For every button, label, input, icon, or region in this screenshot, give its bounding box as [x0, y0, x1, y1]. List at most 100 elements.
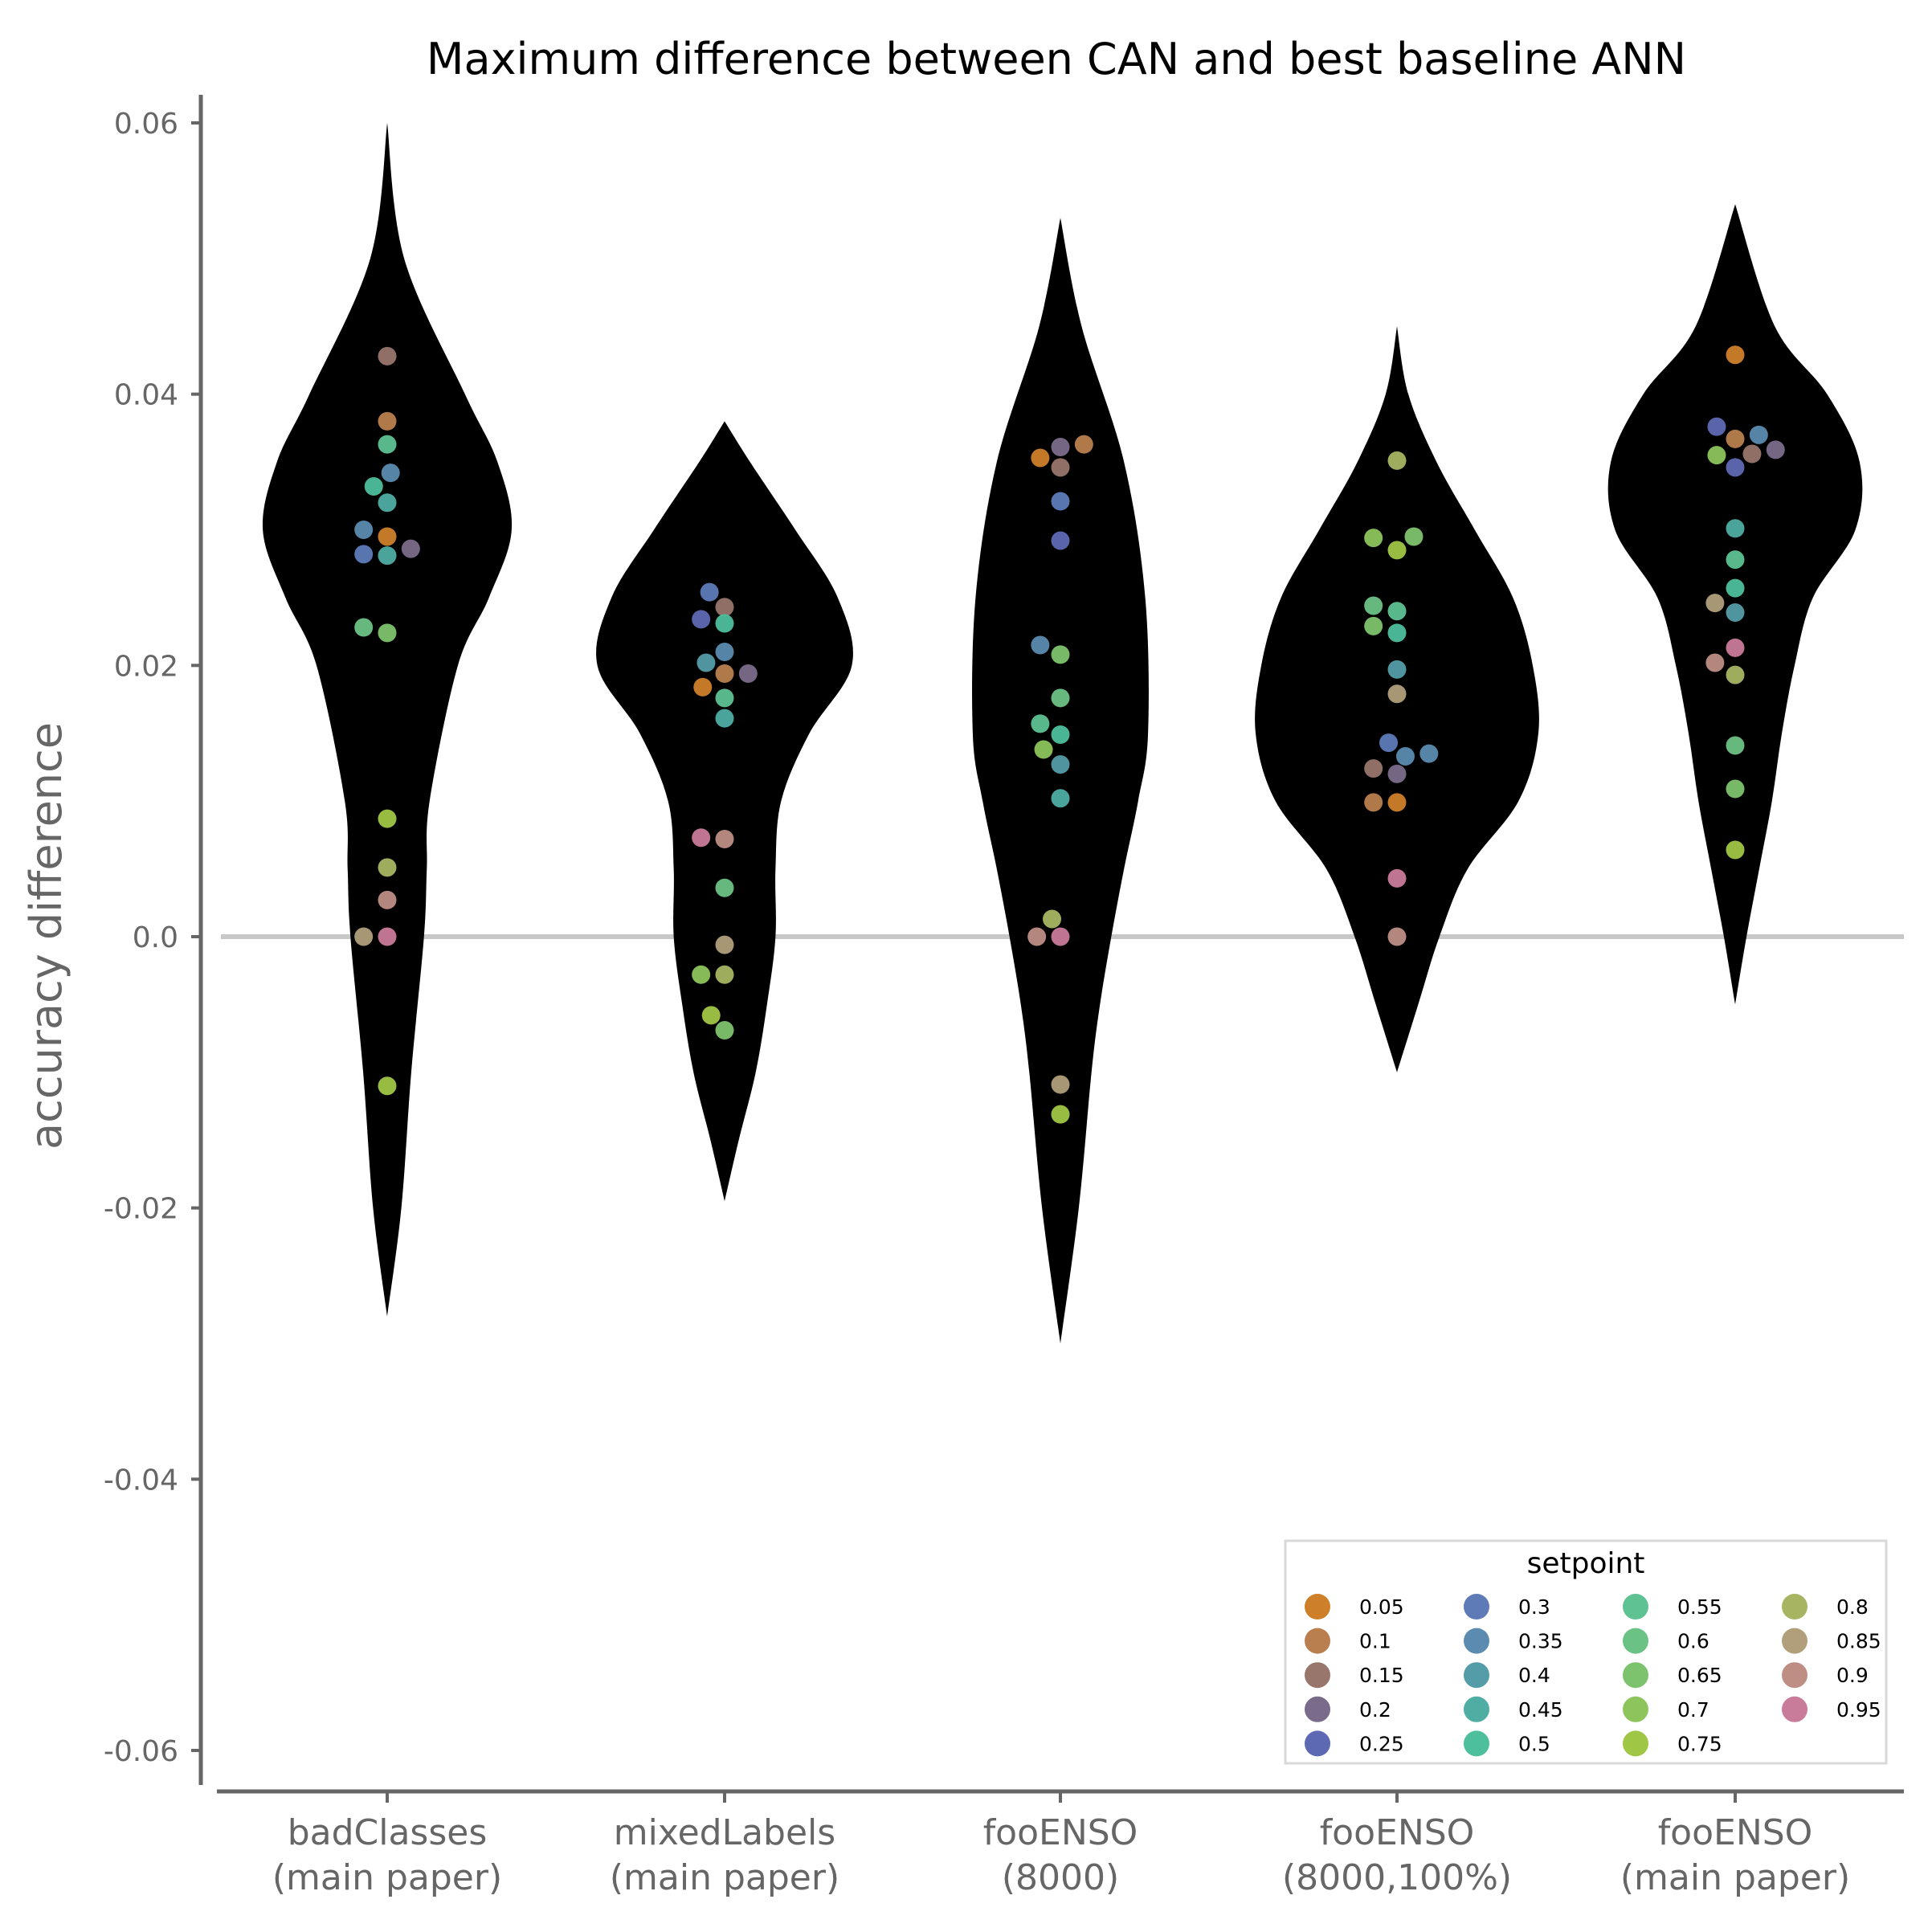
- data-point: [1766, 440, 1785, 460]
- data-point: [1749, 425, 1768, 444]
- legend-swatch: [1464, 1594, 1489, 1620]
- legend-label: 0.95: [1836, 1698, 1881, 1722]
- legend-swatch: [1782, 1662, 1808, 1689]
- legend-label: 0.05: [1359, 1595, 1404, 1619]
- data-point: [1387, 793, 1407, 812]
- data-point: [378, 411, 397, 431]
- legend-swatch: [1305, 1628, 1330, 1654]
- data-point: [378, 809, 397, 828]
- data-point: [364, 476, 383, 496]
- data-point: [378, 527, 397, 546]
- legend-swatch: [1464, 1696, 1489, 1722]
- data-point: [715, 878, 734, 897]
- data-point: [354, 927, 374, 946]
- legend-swatch: [1782, 1696, 1808, 1722]
- x-tick-label: mixedLabels: [614, 1812, 835, 1853]
- data-point: [1726, 519, 1745, 538]
- legend-swatch: [1623, 1662, 1648, 1689]
- data-point: [1034, 740, 1053, 759]
- x-tick-label: (main paper): [610, 1857, 839, 1898]
- data-point: [1364, 529, 1383, 548]
- data-point: [378, 890, 397, 909]
- data-point: [1051, 531, 1070, 550]
- y-tick-label: 0.0: [133, 921, 178, 954]
- data-point: [1031, 448, 1050, 468]
- data-point: [1726, 840, 1745, 860]
- legend-title: setpoint: [1527, 1547, 1645, 1580]
- legend-swatch: [1305, 1594, 1330, 1620]
- legend-swatch: [1464, 1730, 1489, 1757]
- data-point: [1051, 789, 1070, 808]
- data-point: [1726, 458, 1745, 477]
- x-tick-label: fooENSO: [983, 1812, 1138, 1853]
- data-point: [738, 664, 758, 683]
- x-tick-label: badClasses: [288, 1812, 488, 1853]
- data-point: [1387, 602, 1407, 621]
- legend-swatch: [1305, 1730, 1330, 1757]
- data-point: [1051, 1105, 1070, 1124]
- chart-title: Maximum difference between CAN and best …: [427, 34, 1686, 84]
- y-tick-label: 0.02: [114, 650, 178, 683]
- legend-label: 0.7: [1677, 1698, 1709, 1722]
- data-point: [715, 598, 734, 617]
- data-point: [378, 346, 397, 366]
- legend-swatch: [1305, 1662, 1330, 1689]
- data-point: [715, 1020, 734, 1040]
- data-point: [1051, 492, 1070, 511]
- x-tick-label: fooENSO: [1658, 1812, 1813, 1853]
- data-point: [1051, 1075, 1070, 1094]
- data-point: [715, 965, 734, 984]
- legend-label: 0.1: [1359, 1630, 1391, 1653]
- legend-label: 0.35: [1518, 1630, 1563, 1653]
- data-point: [1051, 927, 1070, 946]
- legend-label: 0.65: [1677, 1664, 1722, 1687]
- y-tick-label: -0.02: [104, 1193, 178, 1226]
- data-point: [1726, 429, 1745, 448]
- data-point: [1051, 645, 1070, 664]
- legend-swatch: [1623, 1594, 1648, 1620]
- data-point: [1364, 759, 1383, 778]
- legend-label: 0.4: [1518, 1664, 1550, 1687]
- data-point: [1404, 527, 1424, 546]
- x-tick-label: (main paper): [1620, 1857, 1850, 1898]
- legend-label: 0.5: [1518, 1732, 1550, 1755]
- legend-label: 0.6: [1677, 1630, 1709, 1653]
- legend-label: 0.2: [1359, 1698, 1391, 1722]
- data-point: [715, 664, 734, 683]
- data-point: [1074, 435, 1093, 454]
- data-point: [1364, 616, 1383, 635]
- data-point: [715, 829, 734, 848]
- data-point: [1031, 714, 1050, 733]
- legend-label: 0.75: [1677, 1732, 1722, 1755]
- data-point: [715, 935, 734, 954]
- legend-label: 0.8: [1836, 1595, 1869, 1619]
- data-point: [1726, 736, 1745, 755]
- data-point: [378, 1076, 397, 1096]
- data-point: [354, 545, 374, 564]
- data-point: [715, 709, 734, 728]
- x-tick-label: fooENSO: [1320, 1812, 1475, 1853]
- data-point: [1051, 438, 1070, 457]
- data-point: [692, 965, 711, 984]
- data-point: [715, 688, 734, 708]
- legend-label: 0.25: [1359, 1732, 1404, 1755]
- data-point: [692, 828, 711, 848]
- legend-label: 0.45: [1518, 1698, 1563, 1722]
- data-point: [1726, 578, 1745, 598]
- violin-0: [262, 123, 513, 1317]
- data-point: [1387, 868, 1407, 888]
- data-point: [378, 435, 397, 454]
- data-point: [1726, 602, 1745, 622]
- legend-swatch: [1623, 1696, 1648, 1722]
- legend-label: 0.15: [1359, 1664, 1404, 1687]
- data-point: [1742, 444, 1762, 464]
- legend-label: 0.3: [1518, 1595, 1550, 1619]
- data-point: [1043, 909, 1062, 929]
- data-point: [1705, 653, 1725, 672]
- data-point: [378, 546, 397, 566]
- violin-1: [596, 421, 853, 1202]
- legend-label: 0.55: [1677, 1595, 1722, 1619]
- data-point: [1051, 688, 1070, 708]
- data-point: [1705, 594, 1725, 613]
- legend-swatch: [1623, 1628, 1648, 1654]
